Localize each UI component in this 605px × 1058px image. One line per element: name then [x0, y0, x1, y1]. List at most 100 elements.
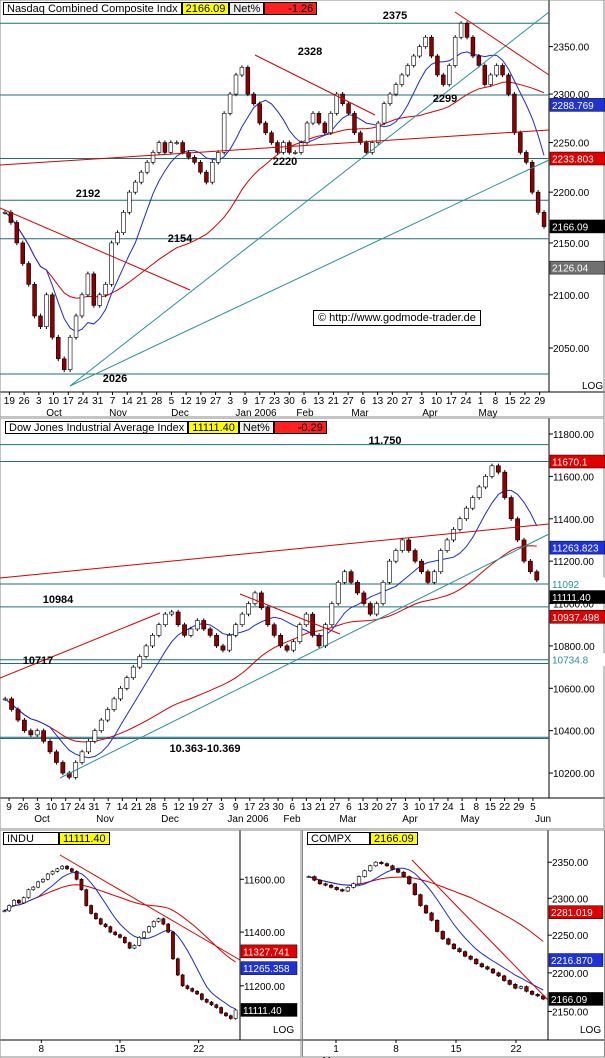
candle [541, 212, 547, 227]
candle [210, 161, 215, 183]
price-box-label: 2166.09 [552, 222, 589, 233]
price-box-label: 2166.09 [551, 995, 588, 1006]
candle [142, 931, 146, 938]
candle [12, 899, 16, 906]
candle [47, 740, 53, 753]
x-tick-label: 3 [403, 802, 409, 813]
candle [452, 36, 458, 66]
candle [535, 191, 541, 213]
candle [56, 336, 61, 360]
x-tick-label: 17 [60, 802, 72, 813]
candle [379, 861, 384, 864]
candle [127, 191, 132, 213]
x-tick-label: 3 [36, 396, 42, 407]
candle [251, 93, 256, 104]
x-month-label: Nov [96, 814, 114, 825]
candle [485, 966, 490, 970]
x-tick-label: 17 [244, 802, 256, 813]
candle [323, 883, 328, 886]
y-tick-label: 2200.00 [552, 969, 589, 980]
level-annotation: 10.363-10.369 [170, 743, 241, 755]
candle [393, 84, 399, 95]
candle [156, 918, 161, 922]
candle [387, 560, 392, 583]
candle [215, 152, 221, 163]
nasdaq-net-value: -1.26 [264, 2, 318, 15]
x-tick-label: 27 [402, 396, 414, 407]
candle [2, 910, 7, 913]
candle [462, 951, 468, 957]
candle [84, 889, 89, 906]
candle [98, 918, 103, 925]
x-tick-label: 12 [181, 396, 193, 407]
x-tick-label: 8 [474, 802, 480, 813]
y-tick-label: 2050.00 [553, 344, 590, 355]
candle [446, 938, 451, 945]
candle [507, 980, 512, 985]
candle [239, 613, 245, 626]
candle [127, 942, 132, 949]
x-month-label: Oct [34, 814, 50, 825]
candle [147, 926, 151, 933]
y-tick-label: 11800.00 [553, 430, 594, 441]
price-box-label: 2126.04 [552, 264, 589, 275]
x-tick-label: 5 [169, 396, 175, 407]
level-annotation: 2375 [383, 10, 407, 22]
candle [228, 1015, 233, 1019]
candle [355, 582, 360, 594]
x-tick-label: 1 [333, 1044, 339, 1055]
dow-header: Dow Jones Industrial Average Index 11111… [5, 421, 327, 434]
candle [194, 620, 200, 630]
candle [451, 943, 457, 949]
price-box-label: 11111.40 [552, 593, 591, 604]
candle [86, 740, 91, 753]
candle [220, 645, 226, 651]
candle [55, 868, 60, 872]
candle [79, 751, 85, 763]
candle [233, 1009, 238, 1019]
price-box [550, 653, 605, 667]
candle [94, 913, 98, 920]
candle [512, 93, 517, 134]
indu-log-label: LOG [273, 1025, 295, 1036]
x-tick-label: 14 [117, 802, 129, 813]
candle [419, 560, 424, 573]
y-tick-label: 2300.00 [553, 90, 590, 101]
candle [352, 113, 357, 134]
candle [41, 730, 47, 742]
candle [122, 937, 127, 944]
candle [399, 539, 405, 551]
candle [451, 529, 456, 541]
candle [425, 571, 431, 583]
candle [144, 161, 150, 173]
candle [204, 171, 209, 183]
candle [502, 471, 508, 498]
candle [89, 905, 93, 914]
candle [373, 861, 378, 867]
candle [257, 103, 262, 124]
candle [508, 497, 514, 520]
candle [186, 152, 191, 158]
candle [121, 212, 126, 233]
candle [214, 635, 219, 647]
candle [407, 876, 412, 885]
candle [418, 894, 423, 906]
candle [162, 142, 168, 153]
candle [345, 887, 350, 892]
x-tick-label: 13 [357, 802, 369, 813]
y-tick-label: 2250.00 [553, 139, 590, 150]
x-month-label: Jun [535, 814, 551, 825]
source-watermark[interactable]: © http://www.godmode-trader.de [313, 310, 481, 326]
nasdaq-header: Nasdaq Combined Composite Indx 2166.09 N… [3, 2, 318, 15]
candle [97, 294, 102, 306]
candle [361, 592, 367, 604]
candle [32, 284, 37, 317]
candle [488, 74, 493, 85]
level-annotation: 2220 [273, 156, 297, 168]
candle [31, 886, 36, 891]
candle [529, 990, 535, 995]
x-tick-label: 3 [228, 396, 234, 407]
x-tick-label: 7 [105, 802, 111, 813]
x-month-label: Oct [46, 408, 62, 418]
candle [412, 883, 417, 895]
